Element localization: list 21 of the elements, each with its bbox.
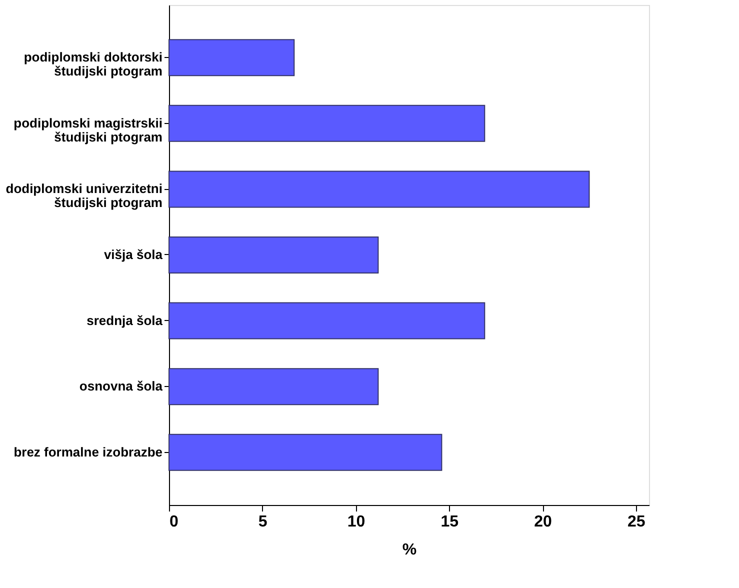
x-tick-label: 15 [440, 514, 459, 530]
x-axis-title: % [402, 542, 417, 558]
bar [168, 104, 486, 142]
y-tick-label: dodiplomski univerzitetni študijski ptogram [6, 181, 162, 210]
y-tick-label: višja šola [104, 247, 164, 262]
x-tick-label: 0 [170, 514, 178, 530]
y-tick-label: srednja šola [86, 312, 164, 328]
y-tick-label: podiplomski doktorski študijski ptogram [24, 50, 162, 79]
bar [168, 236, 379, 274]
bar [168, 368, 379, 406]
bar [168, 302, 486, 340]
x-tick-label: 10 [347, 514, 366, 530]
y-tick-label: podiplomski magistrskii študijski ptogram [14, 115, 162, 144]
x-tick-label: 20 [534, 514, 552, 530]
bar [168, 170, 590, 208]
bar [168, 39, 295, 76]
x-tick-label: 5 [258, 514, 268, 530]
y-tick-label: osnovna šola [79, 378, 164, 394]
bar [168, 434, 442, 471]
x-tick-label: 25 [628, 514, 646, 530]
y-tick-label: brez formalne izobrazbe [14, 444, 162, 460]
